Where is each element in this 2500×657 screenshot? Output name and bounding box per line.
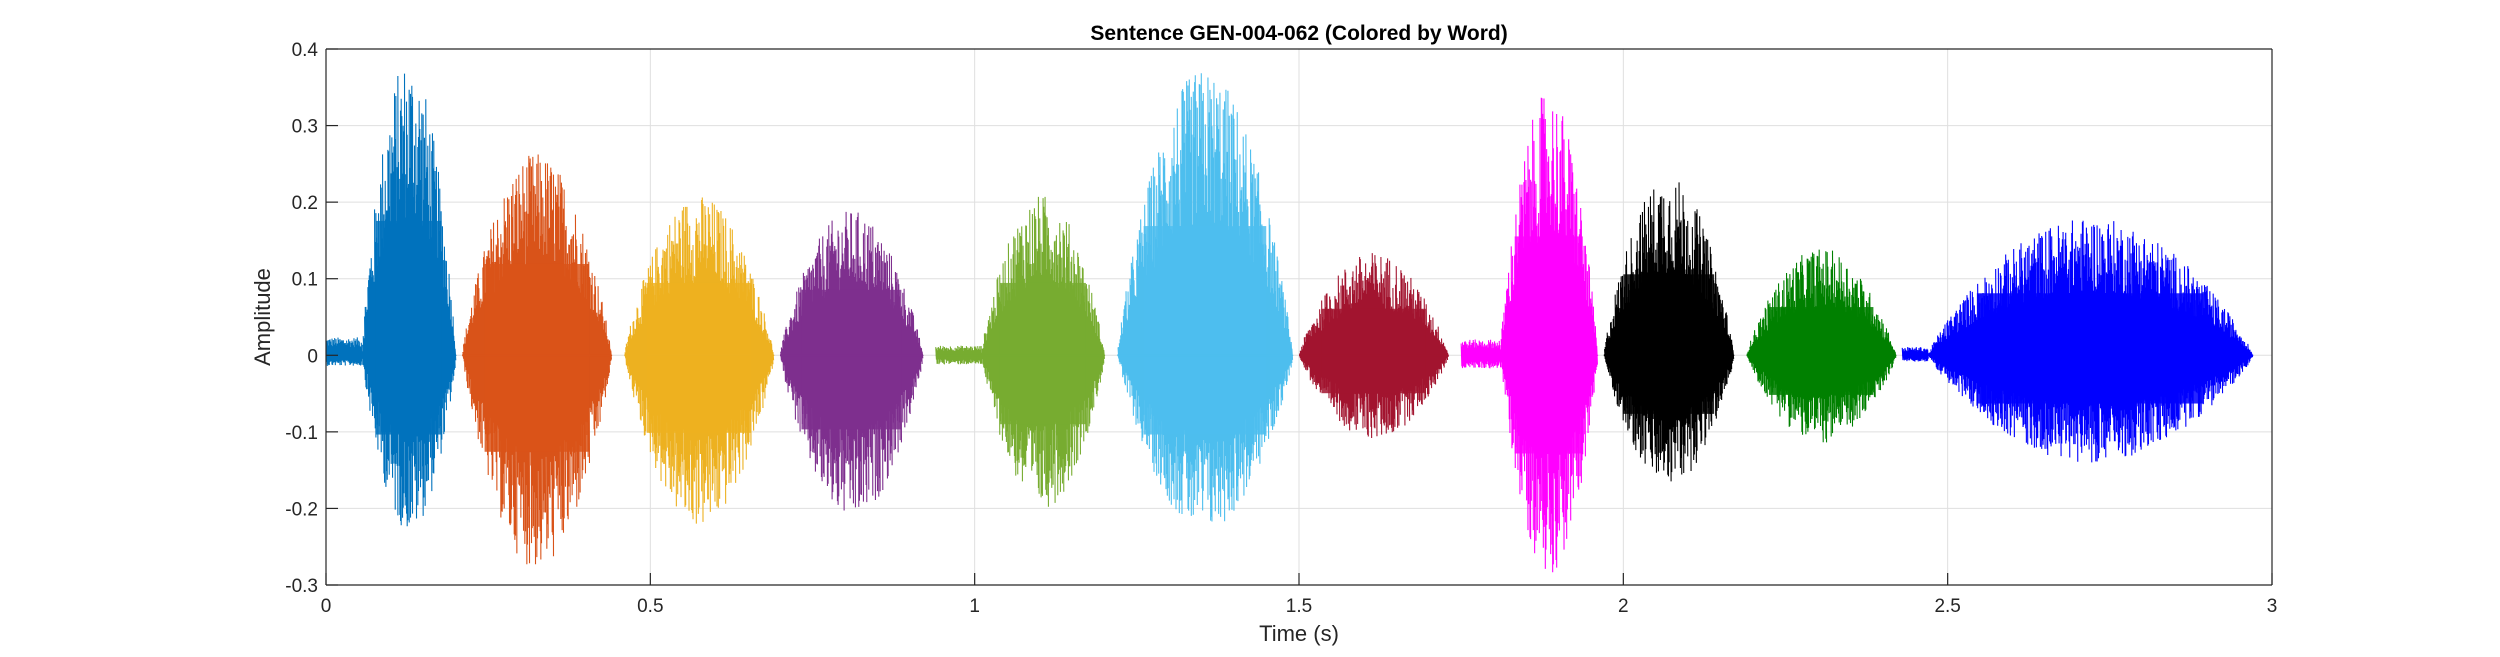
x-tick-label: 1.5 — [1286, 596, 1312, 617]
word-segment-core-6 — [1143, 226, 1267, 435]
axes — [325, 48, 2273, 586]
x-tick-label: 3 — [2267, 596, 2278, 617]
x-axis-label: Time (s) — [1259, 621, 1339, 646]
word-segment-core-8 — [1514, 236, 1583, 454]
word-segment-core-4 — [801, 289, 902, 430]
y-tick-label: 0.1 — [292, 270, 318, 291]
word-segment-core-2 — [484, 263, 590, 452]
word-segment-core-7 — [1321, 308, 1426, 394]
waveform-segments — [325, 73, 2254, 573]
chart-title: Sentence GEN-004-062 (Colored by Word) — [1090, 22, 1507, 45]
y-tick-label: 0.2 — [292, 193, 318, 214]
word-segment-core-11 — [1976, 293, 2204, 404]
y-tick-labels: -0.3 -0.2 -0.1 0 0.1 0.2 0.3 0.4 — [285, 40, 318, 597]
y-tick-label: -0.3 — [285, 576, 318, 597]
y-tick-label: -0.1 — [285, 423, 318, 444]
word-segment-core-10 — [1768, 307, 1874, 395]
word-segment-core-1 — [375, 220, 442, 435]
word-segment-core-9 — [1623, 274, 1715, 414]
x-tick-labels: 0 0.5 1 1.5 2 2.5 3 — [321, 596, 2278, 617]
y-axis-label: Amplitude — [250, 268, 275, 366]
x-tick-label: 0 — [321, 596, 332, 617]
x-tick-label: 2 — [1618, 596, 1629, 617]
x-tick-label: 0.5 — [637, 596, 663, 617]
y-tick-label: -0.2 — [285, 499, 318, 520]
y-tick-label: 0 — [307, 346, 318, 367]
y-tick-label: 0.4 — [292, 40, 319, 61]
x-tick-label: 1 — [969, 596, 980, 617]
y-tick-label: 0.3 — [292, 117, 318, 138]
word-segment-core-5 — [999, 282, 1086, 425]
word-segment-core-3 — [646, 282, 752, 433]
x-tick-label: 2.5 — [1934, 596, 1960, 617]
